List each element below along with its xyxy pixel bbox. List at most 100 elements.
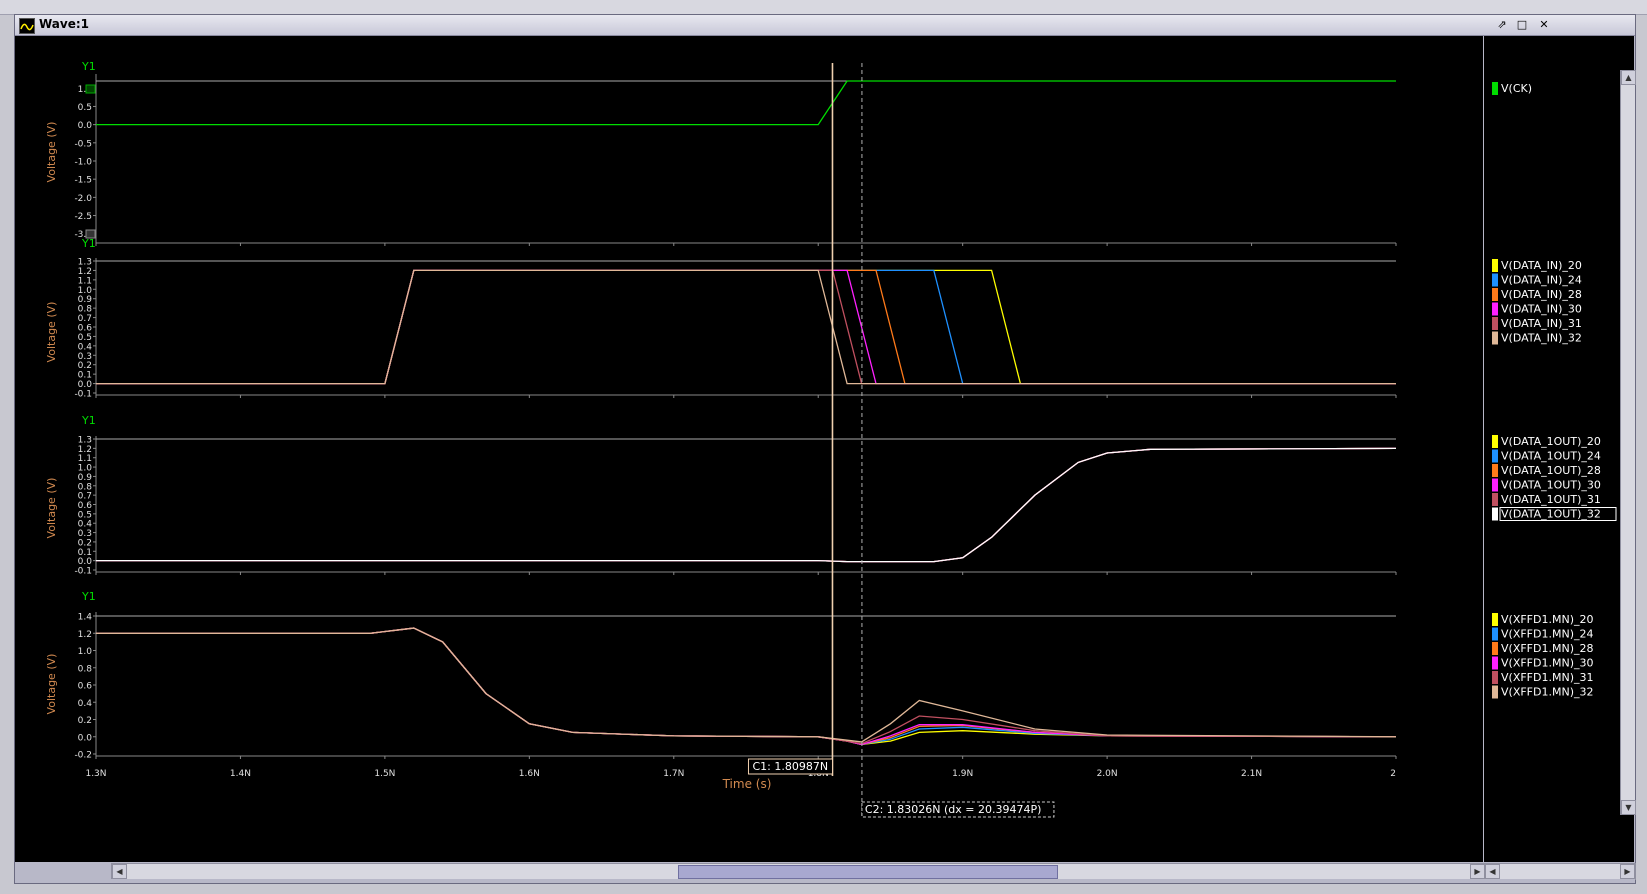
y-tick-label: -2.0 (74, 194, 92, 204)
series-line-V(DATA_1OUT)_20 (96, 447, 1397, 563)
series-line-V(XFFD1.MN)_30 (96, 627, 1397, 746)
scroll-right-icon[interactable]: ▶ (1470, 864, 1485, 879)
x-axis-label: Time (s) (722, 777, 772, 791)
legend-swatch (1492, 671, 1498, 684)
legend-entry: V(DATA_IN)_31 (1501, 317, 1582, 330)
legend-entry: V(DATA_1OUT)_24 (1501, 450, 1601, 463)
x-tick-label: 1.3N (85, 769, 106, 779)
legend-swatch (1492, 273, 1498, 287)
legend-swatch (1492, 493, 1498, 506)
legend-entry: V(XFFD1.MN)_32 (1501, 686, 1593, 699)
series-line-V(XFFD1.MN)_32 (96, 627, 1397, 743)
y-axis-name: Y1 (81, 590, 96, 603)
y-tick-label: 0.2 (78, 716, 92, 726)
y-tick-label: -1.5 (74, 176, 92, 186)
x-tick-label: 2 (1390, 769, 1396, 779)
legend-entry: V(DATA_IN)_30 (1501, 303, 1582, 316)
series-line-V(CK) (96, 80, 1396, 126)
waveform-plots[interactable]: Y1 1.0 0.5 0.0 -0.5 -1.0 -1.5 -2.0 -2.5 -3.0 Volta… (15, 36, 1483, 862)
y-axis-label: Voltage (V) (45, 654, 58, 715)
x-tick-label: 1.6N (519, 769, 540, 779)
y-tick-label: 0.9 (78, 295, 93, 305)
legend-swatch (1492, 685, 1498, 699)
legend-swatch (1492, 464, 1498, 477)
legend-entry: V(DATA_1OUT)_20 (1501, 435, 1601, 448)
y-axis-name: Y1 (81, 237, 96, 250)
x-tick-label: 2.1N (1241, 769, 1262, 779)
y-tick-label: 0.8 (78, 664, 93, 674)
series-line-V(DATA_IN)_20 (96, 269, 1396, 385)
legend-swatch (1492, 435, 1498, 448)
close-icon[interactable]: ✕ (1539, 18, 1549, 31)
series-line-V(XFFD1.MN)_24 (96, 627, 1397, 746)
legend-entry: V(DATA_1OUT)_30 (1501, 479, 1601, 492)
legend-entry: V(DATA_1OUT)_31 (1501, 493, 1601, 506)
status-bar (15, 879, 1635, 883)
y-tick-label: 0.6 (78, 324, 93, 334)
series-line-V(XFFD1.MN)_20 (96, 627, 1397, 746)
y-tick-label: 0.0 (78, 557, 93, 567)
y-tick-label: 0.0 (78, 733, 93, 743)
y-tick-label: -1.0 (74, 158, 92, 168)
series-line-V(XFFD1.MN)_28 (96, 627, 1397, 746)
legend-swatch (1492, 642, 1498, 655)
cursor-c2-label-box (861, 801, 1055, 818)
series-line-V(DATA_IN)_28 (96, 269, 1396, 385)
series-line-V(DATA_IN)_30 (96, 269, 1396, 385)
plot-area[interactable]: Y1 1.0 0.5 0.0 -0.5 -1.0 -1.5 -2.0 -2.5 -3.0 Volta… (15, 36, 1483, 862)
legend-swatch (1492, 331, 1498, 345)
y-tick-label: 1.4 (78, 613, 93, 623)
y-tick-label: 0.6 (78, 682, 93, 692)
panel-4: Y1 1.4 1.2 1.0 0.8 0.6 0.4 0.2 0.0 -0.2 Voltage (V… (45, 590, 1397, 761)
series-line-V(DATA_IN)_24 (96, 269, 1396, 385)
undock-icon[interactable]: ⇗ (1497, 18, 1507, 31)
cursor-c1-label-box (747, 758, 833, 775)
legend-panel: V(CK)V(DATA_IN)_20V(DATA_IN)_24V(DATA_IN… (1492, 82, 1617, 699)
legend-swatch (1492, 507, 1498, 521)
y-tick-label: 1.0 (78, 85, 93, 95)
y-tick-label: 0.3 (78, 529, 92, 539)
y-tick-label: 1.2 (78, 267, 92, 277)
legend-entry: V(XFFD1.MN)_30 (1501, 657, 1593, 670)
y-tick-label: 0.6 (78, 501, 93, 511)
scroll-down-icon[interactable]: ▼ (1621, 800, 1636, 815)
y-tick-label: 0.2 (78, 361, 92, 371)
y-tick-label: -3.0 (74, 230, 92, 240)
y-tick-label: -2.5 (74, 212, 92, 222)
y-tick-label: 1.0 (78, 647, 93, 657)
legend-selected-outline (1499, 507, 1617, 521)
scroll-thumb[interactable] (678, 865, 1058, 879)
legend-entry: V(DATA_1OUT)_28 (1501, 464, 1601, 477)
scroll-left-icon[interactable]: ◀ (112, 864, 127, 879)
legend-swatch (1492, 302, 1498, 316)
series-line-V(DATA_1OUT)_31 (96, 447, 1397, 563)
legend-entry: V(DATA_IN)_28 (1501, 288, 1582, 301)
legend-vertical-scrollbar[interactable]: ▲ ▼ (1620, 70, 1636, 815)
legend-entry: V(DATA_IN)_20 (1501, 259, 1582, 272)
y-tick-label: -0.5 (74, 139, 92, 149)
y-tick-label: -0.2 (74, 751, 92, 761)
y-tick-label: 0.2 (78, 538, 92, 548)
y-axis-name: Y1 (81, 414, 96, 427)
y-tick-label: 1.1 (78, 454, 92, 464)
legend-scroll-right-icon[interactable]: ▶ (1620, 864, 1635, 879)
x-tick-label: 1.4N (230, 769, 251, 779)
maximize-icon[interactable]: □ (1516, 18, 1528, 31)
legend-horizontal-scrollbar[interactable]: ◀ ▶ (1484, 863, 1636, 880)
y-tick-label: 0.7 (78, 492, 92, 502)
legend-entry: V(CK) (1501, 82, 1532, 95)
axis-down-marker-icon (85, 229, 96, 239)
legend-entry: V(XFFD1.MN)_24 (1501, 628, 1593, 641)
y-axis-label: Voltage (V) (45, 302, 58, 363)
y-tick-label: 1.3 (78, 258, 92, 268)
y-tick-label: 1.2 (78, 445, 92, 455)
legend-entry: V(XFFD1.MN)_20 (1501, 613, 1593, 626)
y-tick-label: 0.5 (78, 510, 92, 520)
legend-swatch (1492, 259, 1498, 272)
panel-1: Y1 1.0 0.5 0.0 -0.5 -1.0 -1.5 -2.0 -2.5 -3.0 Volta… (45, 60, 1397, 246)
panel-3: Y11.31.21.11.00.90.80.70.60.50.40.30.20.… (45, 414, 1397, 577)
scroll-up-icon[interactable]: ▲ (1621, 70, 1636, 85)
legend-swatch (1492, 627, 1498, 641)
time-horizontal-scrollbar[interactable]: ◀ ▶ (111, 863, 1486, 880)
legend-scroll-left-icon[interactable]: ◀ (1485, 864, 1500, 879)
